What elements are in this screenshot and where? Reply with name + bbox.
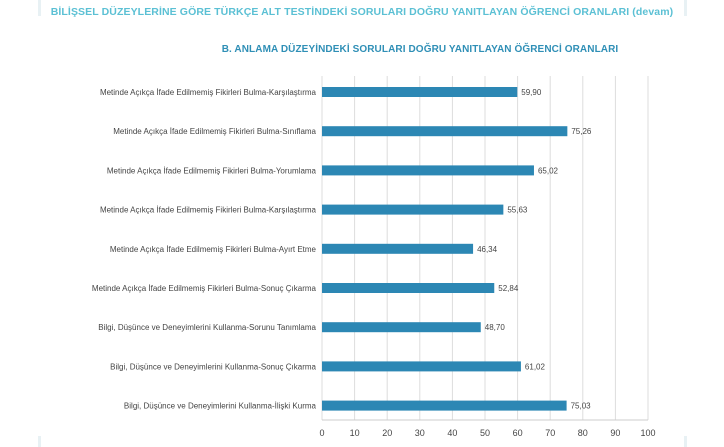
bar [322, 126, 568, 137]
page-edge-mark-top-left [38, 0, 41, 16]
data-label: 46,34 [477, 245, 498, 254]
data-label: 48,70 [485, 323, 506, 332]
category-label: Metinde Açıkça İfade Edilmemiş Fikirleri… [107, 166, 317, 175]
category-label: Bilgi, Düşünce ve Deneyimlerini Kullanma… [110, 362, 316, 371]
data-label: 75,03 [571, 402, 592, 411]
data-label: 52,84 [498, 284, 519, 293]
page-edge-mark-top-right [684, 0, 687, 16]
bar [322, 87, 518, 97]
bar [322, 283, 495, 293]
x-tick-label: 60 [513, 428, 523, 438]
data-label: 55,63 [507, 206, 528, 215]
bar [322, 243, 474, 254]
x-tick-label: 50 [480, 428, 490, 438]
category-label: Bilgi, Düşünce ve Deneyimlerini Kullanma… [98, 323, 316, 332]
page-title: BİLİŞSEL DÜZEYLERİNE GÖRE TÜRKÇE ALT TES… [50, 6, 674, 18]
x-tick-label: 100 [640, 428, 655, 438]
bar [322, 165, 534, 176]
bar [322, 400, 567, 411]
x-tick-label: 80 [578, 428, 588, 438]
category-label: Metinde Açıkça İfade Edilmemiş Fikirleri… [113, 127, 316, 136]
category-label: Metinde Açıkça İfade Edilmemiş Fikirleri… [92, 284, 317, 293]
page-edge-mark-bottom-left [38, 436, 41, 447]
bar [322, 361, 521, 372]
x-tick-label: 70 [545, 428, 555, 438]
bar [322, 204, 504, 215]
page-edge-mark-bottom-right [684, 436, 687, 447]
x-tick-label: 90 [610, 428, 620, 438]
data-label: 65,02 [538, 166, 559, 175]
data-label: 61,02 [525, 362, 546, 371]
x-tick-label: 40 [447, 428, 457, 438]
category-label: Metinde Açıkça İfade Edilmemiş Fikirleri… [100, 206, 317, 215]
x-tick-label: 30 [415, 428, 425, 438]
category-label: Bilgi, Düşünce ve Deneyimlerini Kullanma… [124, 402, 317, 411]
x-tick-label: 0 [319, 428, 324, 438]
category-label: Metinde Açıkça İfade Edilmemiş Fikirleri… [100, 88, 317, 97]
data-label: 75,26 [571, 127, 592, 136]
x-tick-label: 20 [382, 428, 392, 438]
bar [322, 322, 481, 333]
chart-title: B. ANLAMA DÜZEYİNDEKİ SORULARI DOĞRU YAN… [221, 44, 619, 55]
x-tick-label: 10 [350, 428, 360, 438]
data-label: 59,90 [521, 88, 542, 97]
category-label: Metinde Açıkça İfade Edilmemiş Fikirleri… [110, 245, 317, 254]
